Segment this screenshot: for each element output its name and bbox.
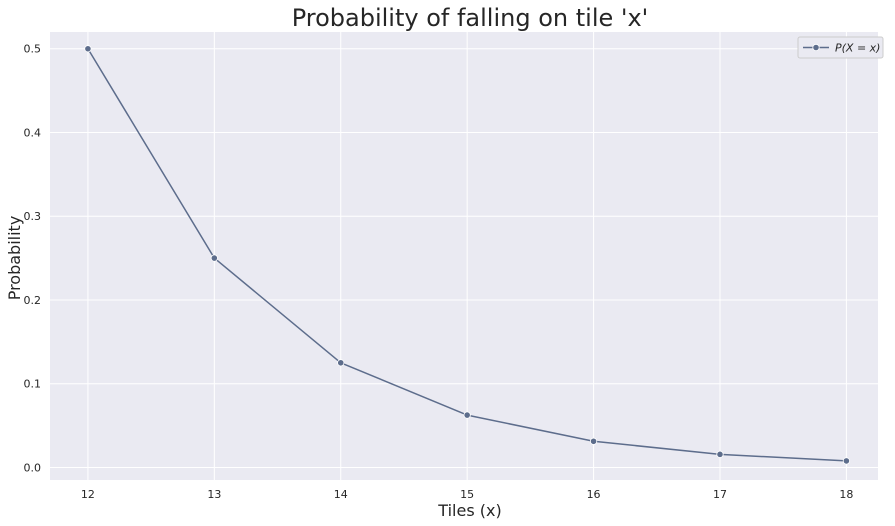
y-tick-label: 0.0 (24, 461, 42, 474)
y-tick-label: 0.3 (24, 210, 42, 223)
x-tick-label: 16 (587, 488, 601, 501)
x-tick-label: 14 (334, 488, 348, 501)
y-tick-label: 0.4 (24, 126, 42, 139)
x-tick-label: 15 (460, 488, 474, 501)
data-point (463, 411, 471, 419)
legend-label: P(X = x) (835, 42, 880, 55)
x-tick-label: 12 (81, 488, 95, 501)
data-point (337, 359, 345, 367)
data-point (842, 457, 850, 465)
legend-marker (812, 43, 820, 52)
data-point (716, 450, 724, 458)
data-point (589, 437, 598, 445)
legend: P(X = x) (797, 36, 884, 59)
x-tick-label: 17 (713, 488, 727, 501)
plot-area (50, 32, 878, 480)
x-axis-title: Tiles (x) (437, 501, 501, 520)
data-point (84, 45, 92, 53)
y-axis-ticks: 0.0 0.1 0.2 0.3 0.4 0.5 (24, 43, 42, 475)
y-tick-label: 0.5 (24, 43, 42, 56)
grid (50, 32, 878, 480)
y-axis-title: Probability (5, 216, 24, 301)
x-tick-label: 13 (207, 488, 221, 501)
x-axis-ticks: 12 13 14 15 16 17 18 (81, 488, 853, 501)
x-tick-label: 18 (839, 488, 853, 501)
y-tick-label: 0.1 (24, 378, 42, 391)
data-point (210, 254, 218, 262)
legend-box (797, 36, 884, 59)
y-tick-label: 0.2 (24, 294, 42, 307)
series-layer (84, 45, 850, 465)
chart-title: Probability of falling on tile 'x' (292, 4, 649, 32)
